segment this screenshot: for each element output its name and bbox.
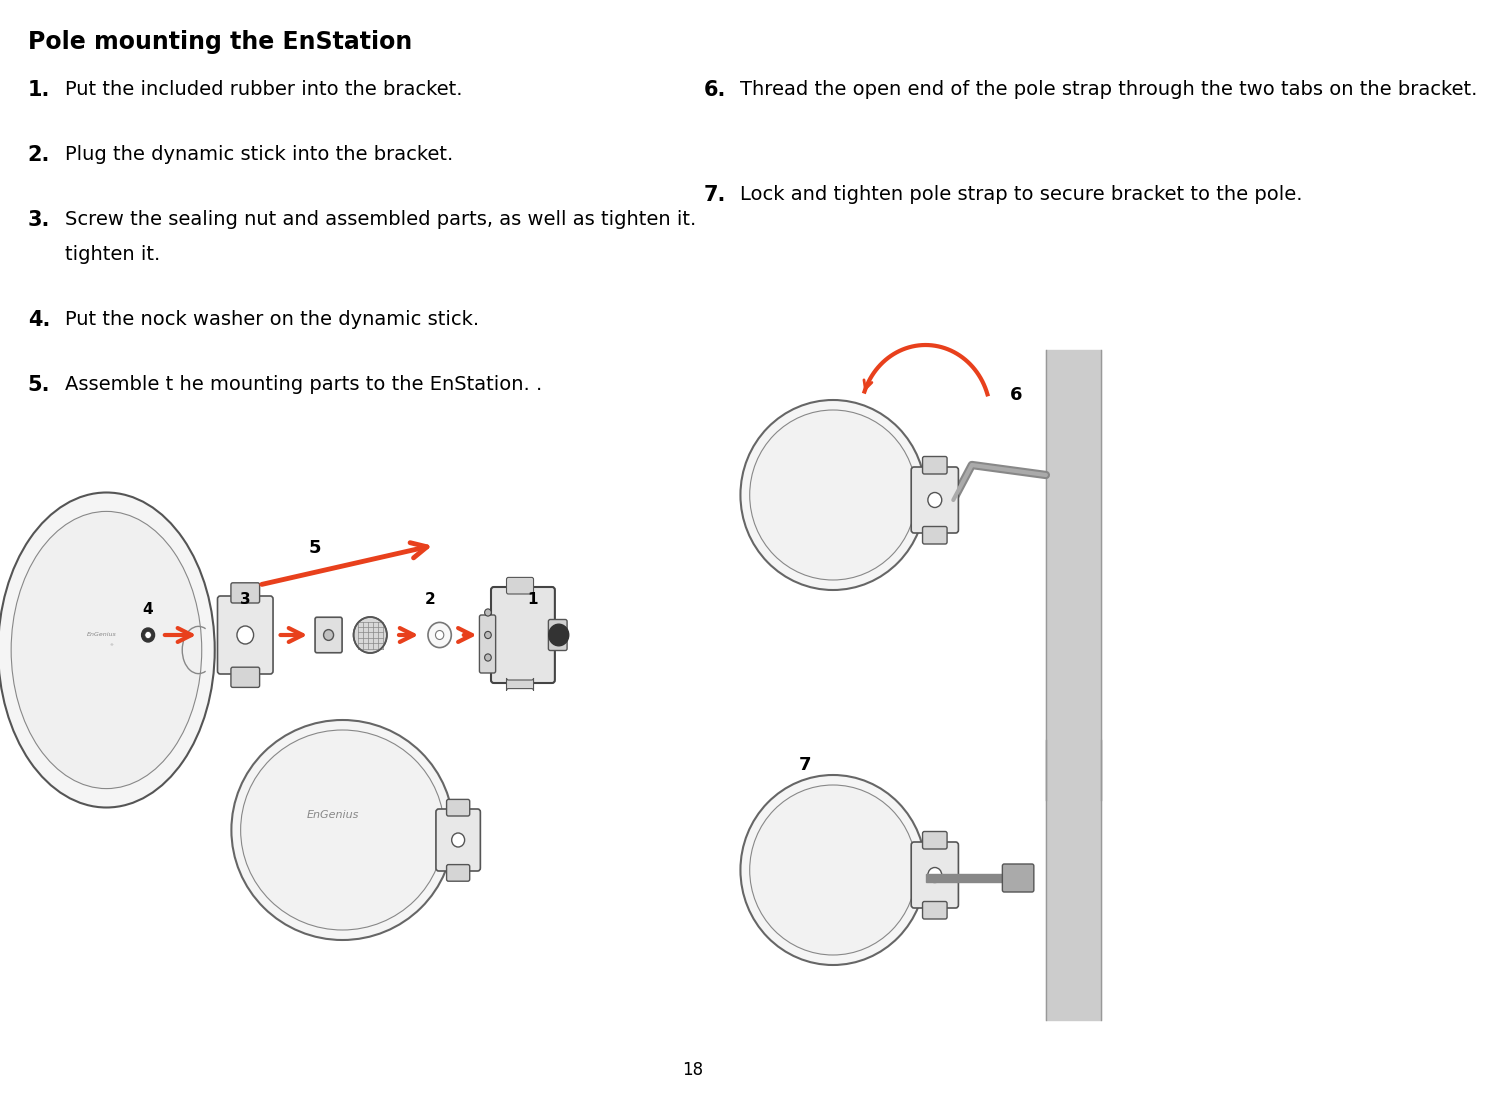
FancyBboxPatch shape: [922, 527, 948, 544]
Text: 2: 2: [425, 592, 436, 608]
Circle shape: [353, 617, 386, 653]
FancyBboxPatch shape: [491, 587, 555, 683]
Circle shape: [928, 868, 942, 882]
Text: ®: ®: [109, 643, 112, 647]
Circle shape: [549, 624, 569, 646]
Text: EnGenius: EnGenius: [307, 810, 359, 819]
FancyBboxPatch shape: [436, 808, 481, 871]
Circle shape: [452, 833, 464, 847]
Text: 5.: 5.: [28, 375, 51, 395]
FancyBboxPatch shape: [217, 596, 272, 674]
Text: 6.: 6.: [704, 80, 726, 100]
Circle shape: [928, 493, 942, 508]
Text: 4.: 4.: [28, 310, 49, 330]
Text: Screw the sealing nut and assembled parts, as well as tighten it.: Screw the sealing nut and assembled part…: [64, 210, 696, 229]
FancyBboxPatch shape: [912, 842, 958, 908]
Ellipse shape: [232, 720, 454, 940]
Ellipse shape: [10, 511, 202, 789]
Circle shape: [485, 609, 491, 617]
Text: 7: 7: [799, 756, 811, 774]
FancyBboxPatch shape: [506, 577, 533, 593]
Circle shape: [428, 622, 451, 647]
FancyBboxPatch shape: [231, 667, 259, 688]
Text: 1.: 1.: [28, 80, 49, 100]
Text: tighten it.: tighten it.: [64, 245, 160, 264]
Circle shape: [323, 630, 334, 641]
FancyBboxPatch shape: [479, 615, 496, 672]
Text: 6: 6: [1010, 386, 1022, 404]
Text: Pole mounting the EnStation: Pole mounting the EnStation: [28, 30, 412, 54]
Text: Lock and tighten pole strap to secure bracket to the pole.: Lock and tighten pole strap to secure br…: [741, 185, 1302, 204]
FancyBboxPatch shape: [231, 583, 259, 603]
FancyBboxPatch shape: [922, 832, 948, 849]
Bar: [1046, 350, 1102, 800]
Circle shape: [485, 632, 491, 638]
Text: 1: 1: [527, 592, 537, 608]
Text: 7.: 7.: [704, 185, 726, 205]
Circle shape: [237, 626, 253, 644]
Text: 5: 5: [308, 539, 320, 557]
FancyBboxPatch shape: [548, 620, 567, 651]
Circle shape: [142, 627, 154, 642]
Circle shape: [145, 632, 151, 638]
Ellipse shape: [741, 400, 925, 590]
Text: Assemble t he mounting parts to the EnStation. .: Assemble t he mounting parts to the EnSt…: [64, 375, 542, 394]
Text: Plug the dynamic stick into the bracket.: Plug the dynamic stick into the bracket.: [64, 145, 454, 163]
FancyBboxPatch shape: [506, 678, 533, 691]
Text: 3: 3: [240, 592, 250, 608]
Ellipse shape: [750, 410, 916, 580]
Ellipse shape: [750, 785, 916, 955]
FancyBboxPatch shape: [922, 902, 948, 919]
FancyBboxPatch shape: [446, 800, 470, 816]
FancyBboxPatch shape: [446, 864, 470, 881]
Text: EnGenius: EnGenius: [87, 633, 117, 637]
FancyBboxPatch shape: [922, 456, 948, 474]
FancyBboxPatch shape: [1003, 864, 1034, 892]
Ellipse shape: [241, 730, 445, 930]
Circle shape: [436, 631, 443, 640]
Text: Put the nock washer on the dynamic stick.: Put the nock washer on the dynamic stick…: [64, 310, 479, 329]
Text: Thread the open end of the pole strap through the two tabs on the bracket.: Thread the open end of the pole strap th…: [741, 80, 1478, 99]
Bar: [1046, 740, 1102, 1020]
Text: Put the included rubber into the bracket.: Put the included rubber into the bracket…: [64, 80, 463, 99]
Ellipse shape: [741, 774, 925, 965]
FancyBboxPatch shape: [314, 618, 343, 653]
Text: 2.: 2.: [28, 145, 49, 165]
Text: 4: 4: [142, 602, 153, 618]
Circle shape: [485, 654, 491, 661]
Text: 18: 18: [681, 1061, 704, 1079]
Text: 3.: 3.: [28, 210, 49, 230]
FancyBboxPatch shape: [912, 467, 958, 533]
Ellipse shape: [0, 493, 214, 807]
Bar: [925, 874, 1018, 882]
